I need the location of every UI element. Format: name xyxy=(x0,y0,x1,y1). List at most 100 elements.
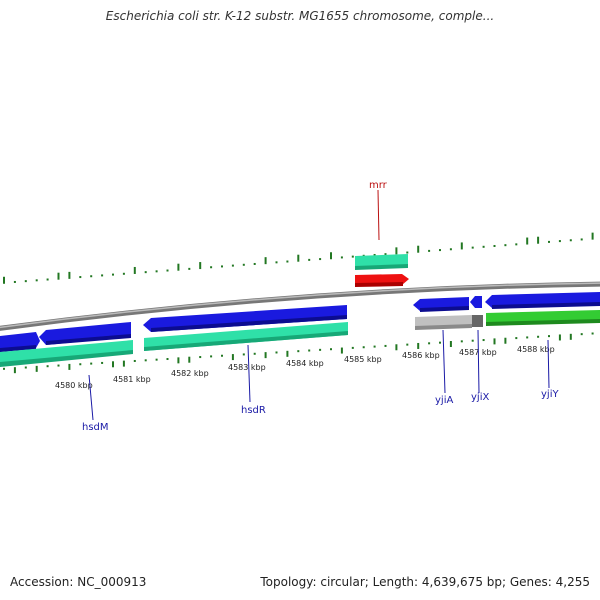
gc-skew-tick xyxy=(526,336,529,339)
gc-skew-tick xyxy=(493,338,496,345)
gc-tick xyxy=(79,276,82,279)
gene-yjiY-green[interactable] xyxy=(486,310,600,326)
scale-label: 4586 kbp xyxy=(402,351,440,360)
cds-yjiA[interactable] xyxy=(413,297,469,312)
gene-label-yjiY[interactable]: yjiY xyxy=(541,389,559,400)
gc-skew-tick xyxy=(133,359,136,362)
gc-tick xyxy=(351,255,354,258)
gc-tick xyxy=(46,278,49,281)
gc-skew-tick xyxy=(275,351,278,354)
gc-skew-tick xyxy=(308,349,311,352)
gc-tick xyxy=(548,240,550,243)
gc-skew-tick xyxy=(112,361,114,368)
cds-hsdM-left[interactable] xyxy=(0,332,40,352)
gc-tick xyxy=(308,258,311,261)
gc-skew-tick xyxy=(24,366,27,369)
gene-mrr-cds[interactable] xyxy=(355,274,409,287)
gc-tick xyxy=(591,232,594,240)
gc-skew-tick xyxy=(166,358,169,361)
gc-tick xyxy=(504,244,507,247)
gene-label-yjiA[interactable]: yjiA xyxy=(435,395,453,406)
scale-label: 4587 kbp xyxy=(459,348,497,357)
chromosome-backbone xyxy=(0,281,600,331)
gc-tick xyxy=(373,253,376,256)
gc-tick xyxy=(406,251,409,254)
gc-skew-tick xyxy=(449,341,452,348)
gc-tick xyxy=(90,275,93,278)
gc-tick xyxy=(13,280,16,283)
scale-label: 4585 kbp xyxy=(344,355,382,364)
gc-skew-tick xyxy=(460,340,463,343)
accession-text: Accession: NC_000913 xyxy=(10,575,147,589)
gc-tick xyxy=(515,243,518,246)
cds-hsdM[interactable] xyxy=(39,322,131,345)
gc-tick xyxy=(537,236,540,244)
gc-skew-tick xyxy=(221,354,223,357)
gene-yjiA-grey[interactable] xyxy=(415,315,472,330)
gc-skew-tick xyxy=(188,356,191,363)
gc-skew-tick xyxy=(231,354,234,361)
gc-tick xyxy=(330,252,332,260)
gene-label-mrr[interactable]: mrr xyxy=(369,180,388,191)
gc-skew-tick xyxy=(439,341,441,344)
gc-skew-tick xyxy=(210,355,213,358)
gene-label-hsdR[interactable]: hsdR xyxy=(241,405,266,416)
gc-skew-tick xyxy=(79,363,82,366)
gc-skew-tick xyxy=(13,367,16,374)
gc-skew-tick xyxy=(537,335,540,338)
gene-hsdM-teal[interactable] xyxy=(0,340,133,367)
gc-tick xyxy=(188,267,191,270)
gc-tick xyxy=(275,261,278,264)
gene-mrr-teal[interactable] xyxy=(355,254,408,270)
gc-tick xyxy=(177,263,180,271)
gc-tick xyxy=(482,245,485,248)
gc-skew-tick xyxy=(330,348,332,351)
gc-tick xyxy=(286,260,289,263)
gc-tick xyxy=(319,258,322,261)
gc-skew-tick xyxy=(373,345,376,348)
gc-skew-tick xyxy=(46,365,49,368)
gc-skew-tick xyxy=(144,359,147,362)
gc-tick xyxy=(221,265,223,268)
cds-yjiY[interactable] xyxy=(485,292,600,309)
gene-label-hsdM[interactable]: hsdM xyxy=(82,422,109,433)
gc-tick xyxy=(558,240,561,243)
gc-tick xyxy=(253,262,256,265)
map-title: Escherichia coli str. K-12 substr. MG165… xyxy=(105,9,495,23)
gc-skew-tick xyxy=(199,356,202,359)
gc-skew-tick xyxy=(297,350,300,353)
gc-skew-tick xyxy=(515,337,518,340)
gc-tick xyxy=(133,266,136,274)
gc-skew-tick xyxy=(558,334,561,341)
gc-skew-ticks xyxy=(3,332,594,374)
gc-tick xyxy=(439,249,441,252)
gc-skew-tick xyxy=(3,367,5,370)
gc-tick xyxy=(24,280,27,283)
scale-ruler: 4580 kbp 4581 kbp 4582 kbp 4583 kbp 4584… xyxy=(55,345,555,390)
gc-skew-tick xyxy=(591,332,594,335)
gc-content-ticks xyxy=(3,232,594,284)
gc-tick xyxy=(297,254,300,262)
gene-label-yjiX[interactable]: yjiX xyxy=(471,392,489,403)
gc-tick xyxy=(166,269,169,272)
gc-skew-tick xyxy=(384,344,387,347)
gc-skew-tick xyxy=(177,357,180,364)
cds-yjiX[interactable] xyxy=(470,296,482,308)
gene-hsdR-teal[interactable] xyxy=(144,322,348,351)
gc-skew-tick xyxy=(68,363,71,370)
scale-label: 4581 kbp xyxy=(113,375,151,384)
gc-skew-tick xyxy=(35,365,38,372)
gc-skew-tick xyxy=(101,361,104,364)
gc-tick xyxy=(35,279,38,282)
gc-skew-tick xyxy=(471,339,474,342)
gc-tick xyxy=(242,263,245,266)
scale-label: 4584 kbp xyxy=(286,359,324,368)
gc-tick xyxy=(384,253,387,256)
gc-skew-tick xyxy=(482,339,485,342)
gc-skew-tick xyxy=(242,353,245,356)
gene-yjiX-grey[interactable] xyxy=(472,315,483,327)
gc-tick xyxy=(449,248,452,251)
cds-hsdR[interactable] xyxy=(143,305,347,332)
scale-label: 4583 kbp xyxy=(228,363,266,372)
